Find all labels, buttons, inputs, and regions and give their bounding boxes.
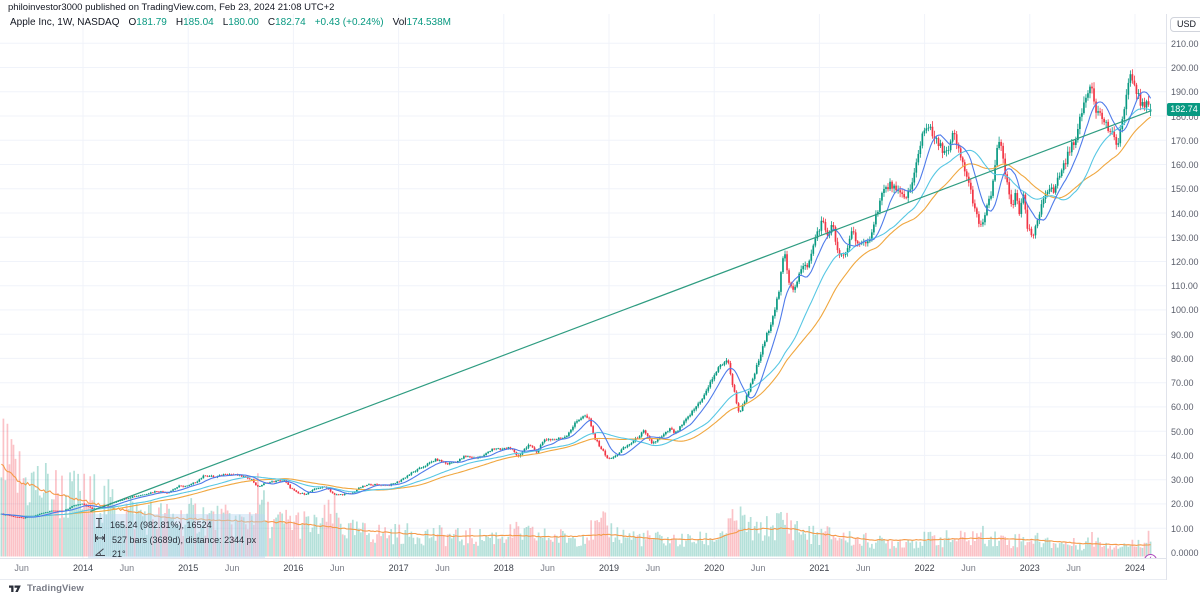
price-axis-label: 200.00	[1171, 63, 1199, 73]
time-axis-label-minor: Jun	[224, 563, 240, 573]
legend-token-value: +0.43 (+0.24%)	[314, 17, 384, 28]
price-axis-label: 140.00	[1171, 208, 1199, 219]
price-axis-label: 210.00	[1171, 38, 1199, 49]
price-axis-label: 170.00	[1171, 135, 1199, 146]
legend-token-value: 174.538M	[406, 17, 452, 28]
legend-token-label: C	[267, 17, 276, 28]
last-price-tag: 182.74	[1167, 102, 1200, 116]
tradingview-brand-text: TradingView	[27, 583, 84, 594]
legend-token-label: Vol	[392, 17, 407, 28]
price-axis-label: 70.00	[1171, 378, 1194, 389]
measure-tooltip-text: 527 bars (3689d), distance: 2344 px	[112, 535, 257, 545]
angle-icon	[94, 547, 106, 561]
time-axis-label-minor: Jun	[961, 563, 976, 573]
currency-button[interactable]: USD	[1170, 17, 1200, 32]
tradingview-logo[interactable]: TradingView	[8, 583, 84, 594]
price-axis-label: 150.00	[1171, 184, 1199, 195]
legend-token-value: 181.79	[136, 17, 167, 28]
time-axis-label-minor: Jun	[14, 563, 29, 573]
tradingview-mark-icon	[9, 585, 21, 592]
time-axis-label-year: 2022	[914, 563, 935, 573]
price-axis-label: 130.00	[1171, 232, 1199, 243]
price-axis-label: 40.00	[1171, 450, 1194, 461]
time-axis-label-minor: Jun	[750, 563, 766, 573]
time-axis-label-year: 2023	[1019, 563, 1040, 573]
time-axis-label-year: 2018	[493, 563, 514, 573]
price-axis-label: 10.00	[1171, 523, 1194, 534]
bar-range-icon	[94, 533, 106, 547]
price-axis-label: 50.00	[1171, 426, 1194, 437]
measure-tooltip-row: 165.24 (982.81%), 16524	[94, 517, 256, 533]
price-axis-label: 160.00	[1171, 160, 1199, 170]
price-axis-label: 120.00	[1171, 257, 1199, 267]
symbol-legend: Apple Inc, 1W, NASDAQ O181.79 H185.04 L180.…	[10, 17, 451, 28]
price-axis-label: 100.00	[1171, 305, 1199, 316]
legend-token: O181.79	[129, 17, 167, 28]
time-axis-label-minor: Jun	[435, 563, 450, 573]
price-axis-label: 0.0000	[1171, 547, 1199, 558]
measure-tooltip-row: 21°	[94, 547, 256, 561]
time-axis[interactable]: Jun 2014 Jun 2015 Jun 2016 Jun 2017 Jun 2018 Jun 20…	[0, 558, 1166, 580]
price-axis-label: 60.00	[1171, 402, 1194, 413]
legend-token: H185.04	[176, 17, 214, 28]
price-axis[interactable]: USD 182.74 210.00 200.00 190.00 180.00 170.0…	[1166, 14, 1200, 580]
time-axis-label-year: 2024	[1124, 563, 1146, 573]
legend-token: Vol174.538M	[393, 17, 451, 28]
legend-token-label: O	[128, 17, 137, 28]
measure-tooltip-row: 527 bars (3689d), distance: 2344 px	[94, 533, 256, 547]
price-axis-label: 20.00	[1171, 499, 1194, 510]
legend-token-label: L	[222, 17, 229, 28]
price-axis-label: 180.00	[1171, 111, 1199, 122]
price-chart-canvas[interactable]	[0, 0, 1166, 580]
time-axis-label-minor: Jun	[330, 563, 345, 573]
time-axis-label-minor: Jun	[119, 563, 135, 573]
vertical-range-icon	[94, 517, 104, 533]
price-axis-label: 110.00	[1171, 281, 1198, 292]
time-axis-label-year: 2014	[72, 563, 94, 573]
time-axis-label-year: 2019	[598, 563, 620, 573]
measure-tooltip: 165.24 (982.81%), 16524 527 bars (3689d),…	[88, 514, 266, 564]
time-axis-label-minor: Jun	[1066, 563, 1081, 573]
symbol-title: Apple Inc, 1W, NASDAQ	[10, 17, 120, 28]
time-axis-label-year: 2020	[704, 563, 725, 573]
price-axis-label: 30.00	[1171, 475, 1194, 486]
time-axis-label-minor: Jun	[645, 563, 661, 573]
time-axis-label-minor: Jun	[540, 563, 555, 573]
price-axis-label: 90.00	[1171, 329, 1194, 340]
legend-token: +0.43 (+0.24%)	[315, 17, 384, 28]
price-axis-label: 190.00	[1171, 87, 1199, 98]
attribution-text: philoinvestor3000 published on TradingVi…	[8, 2, 335, 13]
legend-token-value: 182.74	[275, 17, 306, 28]
time-axis-label-minor: Jun	[856, 563, 871, 573]
time-axis-label-year: 2015	[178, 563, 199, 573]
legend-token: L180.00	[223, 17, 259, 28]
price-axis-label: 80.00	[1171, 353, 1194, 364]
legend-token-value: 185.04	[183, 17, 214, 28]
legend-token-label: H	[175, 17, 184, 28]
legend-token: C182.74	[268, 17, 306, 28]
time-axis-label-year: 2017	[388, 563, 409, 573]
time-axis-label-year: 2021	[809, 563, 830, 573]
time-axis-label-year: 2016	[283, 563, 304, 573]
measure-tooltip-text: 165.24 (982.81%), 16524	[110, 520, 212, 530]
legend-token-value: 180.00	[228, 17, 259, 28]
measure-tooltip-text: 21°	[112, 549, 126, 559]
